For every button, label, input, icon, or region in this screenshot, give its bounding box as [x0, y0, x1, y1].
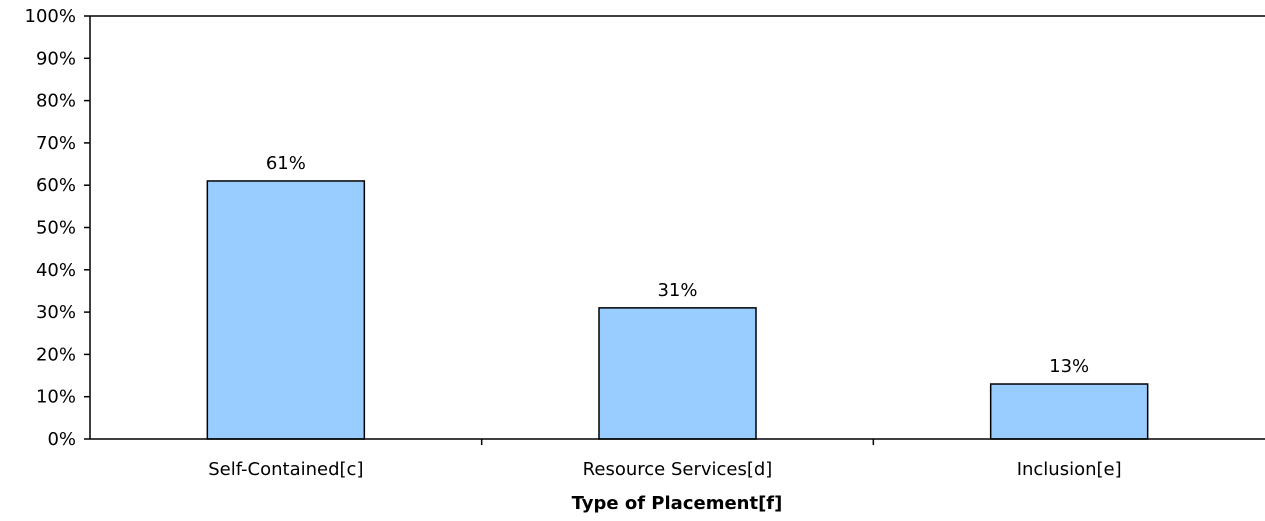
- bar-value-label: 31%: [657, 280, 697, 301]
- x-axis-ticks: [480, 439, 875, 445]
- bar-data-labels: 61% 31% 13%: [266, 153, 1089, 377]
- y-tick-label: 90%: [36, 48, 76, 69]
- x-category-label: Inclusion[e]: [1017, 459, 1122, 480]
- x-axis-title: Type of Placement[f]: [572, 493, 783, 514]
- y-axis-tick-labels: 0% 10% 20% 30% 40% 50% 60% 70% 80% 90% 100%: [25, 6, 76, 450]
- x-axis-category-labels: Self-Contained[c] Resource Services[d] Inc…: [208, 459, 1121, 480]
- y-tick-label: 50%: [36, 218, 76, 239]
- x-category-label: Resource Services[d]: [583, 459, 773, 480]
- bar: [598, 307, 757, 440]
- y-tick-label: 100%: [25, 6, 76, 27]
- y-tick-label: 20%: [36, 344, 76, 365]
- y-tick-label: 70%: [36, 133, 76, 154]
- y-tick-label: 60%: [36, 175, 76, 196]
- y-tick-label: 0%: [47, 429, 76, 450]
- bar-series: [206, 180, 1149, 440]
- bar-value-label: 61%: [266, 153, 306, 174]
- bar: [989, 383, 1149, 440]
- y-axis-ticks: [84, 15, 90, 440]
- bar: [206, 180, 366, 440]
- y-tick-label: 10%: [36, 387, 76, 408]
- x-category-label: Self-Contained[c]: [208, 459, 363, 480]
- y-tick-label: 30%: [36, 302, 76, 323]
- y-tick-label: 40%: [36, 260, 76, 281]
- bar-value-label: 13%: [1049, 356, 1089, 377]
- y-tick-label: 80%: [36, 91, 76, 112]
